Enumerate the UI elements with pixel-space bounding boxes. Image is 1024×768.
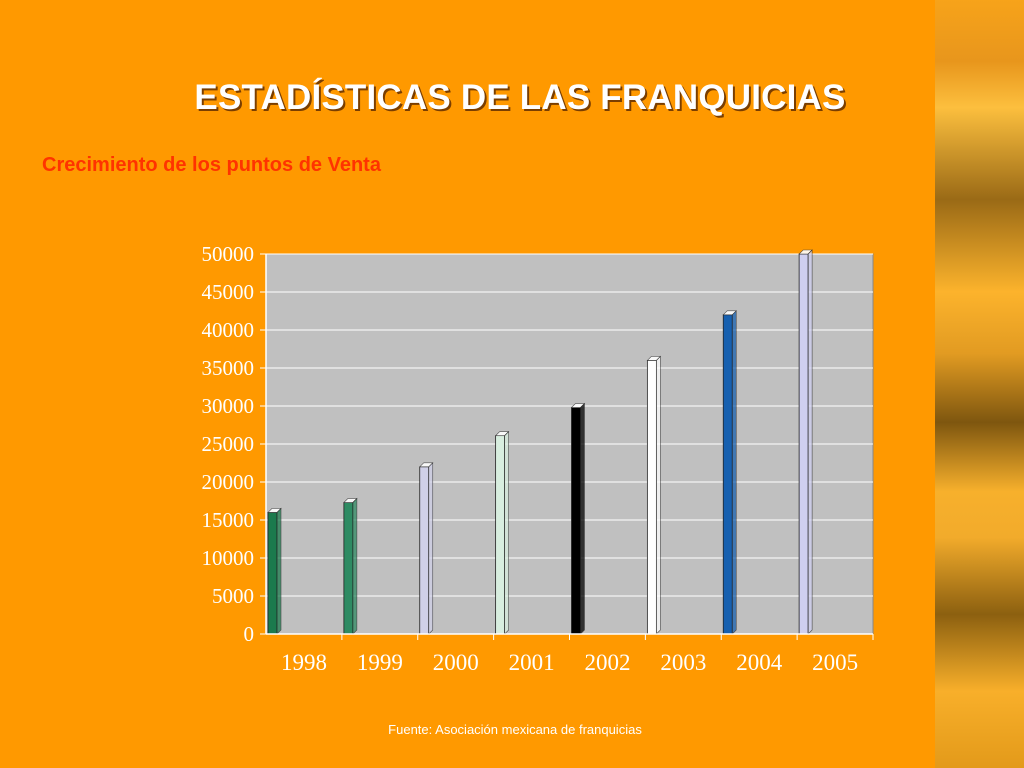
bar-side [807,249,813,635]
y-tick-label: 15000 [202,508,255,532]
y-tick-label: 25000 [202,432,255,456]
y-tick-label: 50000 [202,242,255,266]
x-tick-label: 2004 [736,650,783,675]
bar-2001 [494,430,510,635]
bar-front [267,512,278,635]
slide-title: ESTADÍSTICAS DE LAS FRANQUICIAS [194,78,846,117]
bar-front [343,502,354,635]
bar-front [798,253,809,635]
bar-2000 [419,462,434,635]
bar-side [276,507,282,635]
decorative-gold-band [935,0,1024,768]
x-tick-label: 1999 [357,650,403,675]
bar-2002 [570,402,586,635]
x-tick-label: 2000 [433,650,479,675]
x-axis-ticks: 1998 1999 2000 2001 2002 2003 2004 2005 [281,634,874,675]
y-tick-label: 0 [244,622,255,646]
y-tick-label: 35000 [202,356,255,380]
bar-2004 [722,310,737,635]
y-tick-label: 10000 [202,546,255,570]
bar-side [731,310,737,635]
source-note: Fuente: Asociación mexicana de franquici… [388,722,642,737]
bar-side [580,402,585,635]
bar-front [646,359,657,635]
y-tick-label: 45000 [202,280,255,304]
bar-2003 [646,355,662,635]
x-tick-label: 2001 [509,650,555,675]
slide-subtitle: Crecimiento de los puntos de Venta [42,154,381,176]
x-tick-label: 2002 [584,650,630,675]
bar-series [267,249,813,635]
x-tick-label: 1998 [281,650,327,675]
bar-side [656,355,661,635]
y-tick-label: 5000 [212,584,254,608]
bar-side [428,462,434,635]
bar-2005 [798,249,813,635]
y-tick-label: 20000 [202,470,255,494]
bar-front [495,435,506,635]
y-tick-label: 40000 [202,318,255,342]
x-tick-label: 2003 [660,650,706,675]
bar-front [571,407,581,635]
y-tick-label: 30000 [202,394,255,418]
bar-1999 [343,497,358,635]
bar-side [352,497,358,635]
bar-1998 [267,507,282,635]
bar-side [504,430,509,635]
x-tick-label: 2005 [812,650,858,675]
y-axis-ticks: 0 5000 10000 15000 20000 25000 30000 35000 40000… [202,242,266,646]
bar-front [419,466,430,635]
bar-front [722,314,733,635]
